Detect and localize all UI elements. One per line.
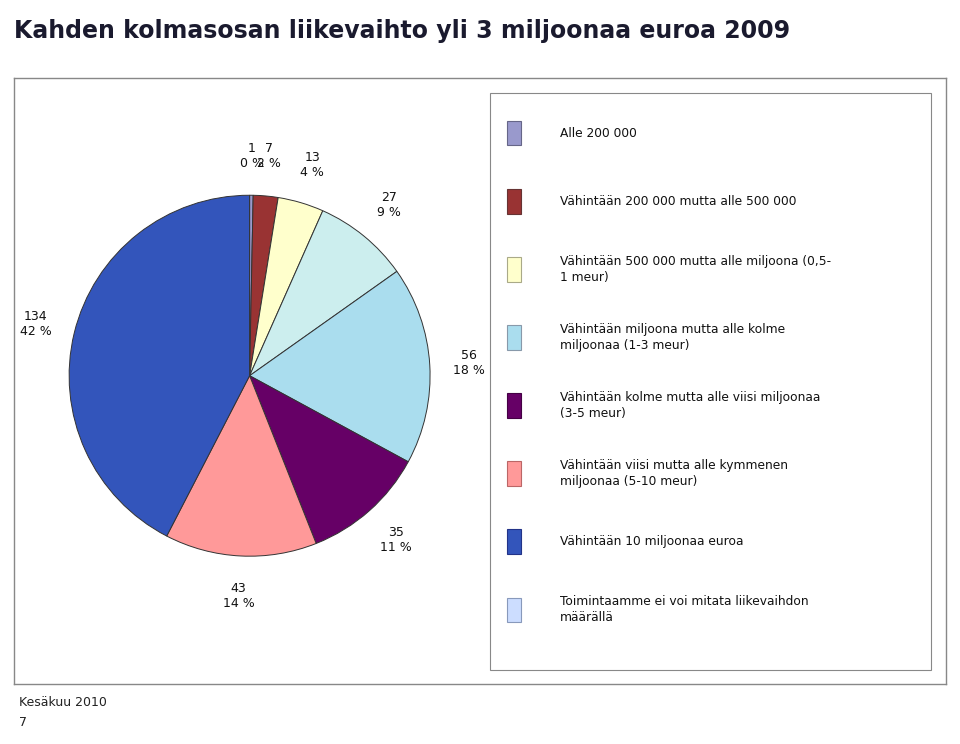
Wedge shape (250, 272, 430, 462)
Wedge shape (250, 197, 323, 376)
Text: 35
11 %: 35 11 % (380, 527, 412, 554)
FancyBboxPatch shape (507, 461, 521, 486)
Text: Alle 200 000: Alle 200 000 (561, 127, 637, 140)
FancyBboxPatch shape (507, 530, 521, 554)
Text: 1
0 %: 1 0 % (240, 141, 264, 170)
FancyBboxPatch shape (507, 394, 521, 417)
Text: Vähintään 10 miljoonaa euroa: Vähintään 10 miljoonaa euroa (561, 535, 744, 548)
Text: Kesäkuu 2010: Kesäkuu 2010 (19, 696, 108, 708)
Text: 56
18 %: 56 18 % (453, 349, 486, 376)
Text: Vähintään 200 000 mutta alle 500 000: Vähintään 200 000 mutta alle 500 000 (561, 195, 797, 208)
Text: Vähintään viisi mutta alle kymmenen
miljoonaa (5-10 meur): Vähintään viisi mutta alle kymmenen milj… (561, 459, 788, 488)
Wedge shape (69, 195, 250, 536)
Text: 13
4 %: 13 4 % (300, 150, 324, 179)
Wedge shape (167, 376, 316, 557)
FancyBboxPatch shape (507, 121, 521, 146)
Text: 134
42 %: 134 42 % (20, 310, 52, 338)
Wedge shape (250, 376, 408, 543)
Text: Vähintään miljoona mutta alle kolme
miljoonaa (1-3 meur): Vähintään miljoona mutta alle kolme milj… (561, 323, 785, 352)
Text: Kahden kolmasosan liikevaihto yli 3 miljoonaa euroa 2009: Kahden kolmasosan liikevaihto yli 3 milj… (14, 19, 790, 42)
Text: Vähintään 500 000 mutta alle miljoona (0,5-
1 meur): Vähintään 500 000 mutta alle miljoona (0… (561, 255, 831, 284)
Wedge shape (250, 195, 253, 376)
FancyBboxPatch shape (507, 597, 521, 622)
Text: 43
14 %: 43 14 % (223, 582, 254, 609)
FancyBboxPatch shape (490, 93, 931, 670)
Wedge shape (250, 195, 278, 376)
FancyBboxPatch shape (507, 189, 521, 214)
Wedge shape (250, 211, 396, 376)
FancyBboxPatch shape (507, 257, 521, 281)
Text: 27
9 %: 27 9 % (377, 191, 401, 219)
Text: Vähintään kolme mutta alle viisi miljoonaa
(3-5 meur): Vähintään kolme mutta alle viisi miljoon… (561, 391, 821, 420)
FancyBboxPatch shape (507, 325, 521, 350)
Text: Toimintaamme ei voi mitata liikevaihdon
määrällä: Toimintaamme ei voi mitata liikevaihdon … (561, 595, 809, 624)
Text: 7
2 %: 7 2 % (257, 142, 281, 170)
Text: 7: 7 (19, 716, 27, 728)
